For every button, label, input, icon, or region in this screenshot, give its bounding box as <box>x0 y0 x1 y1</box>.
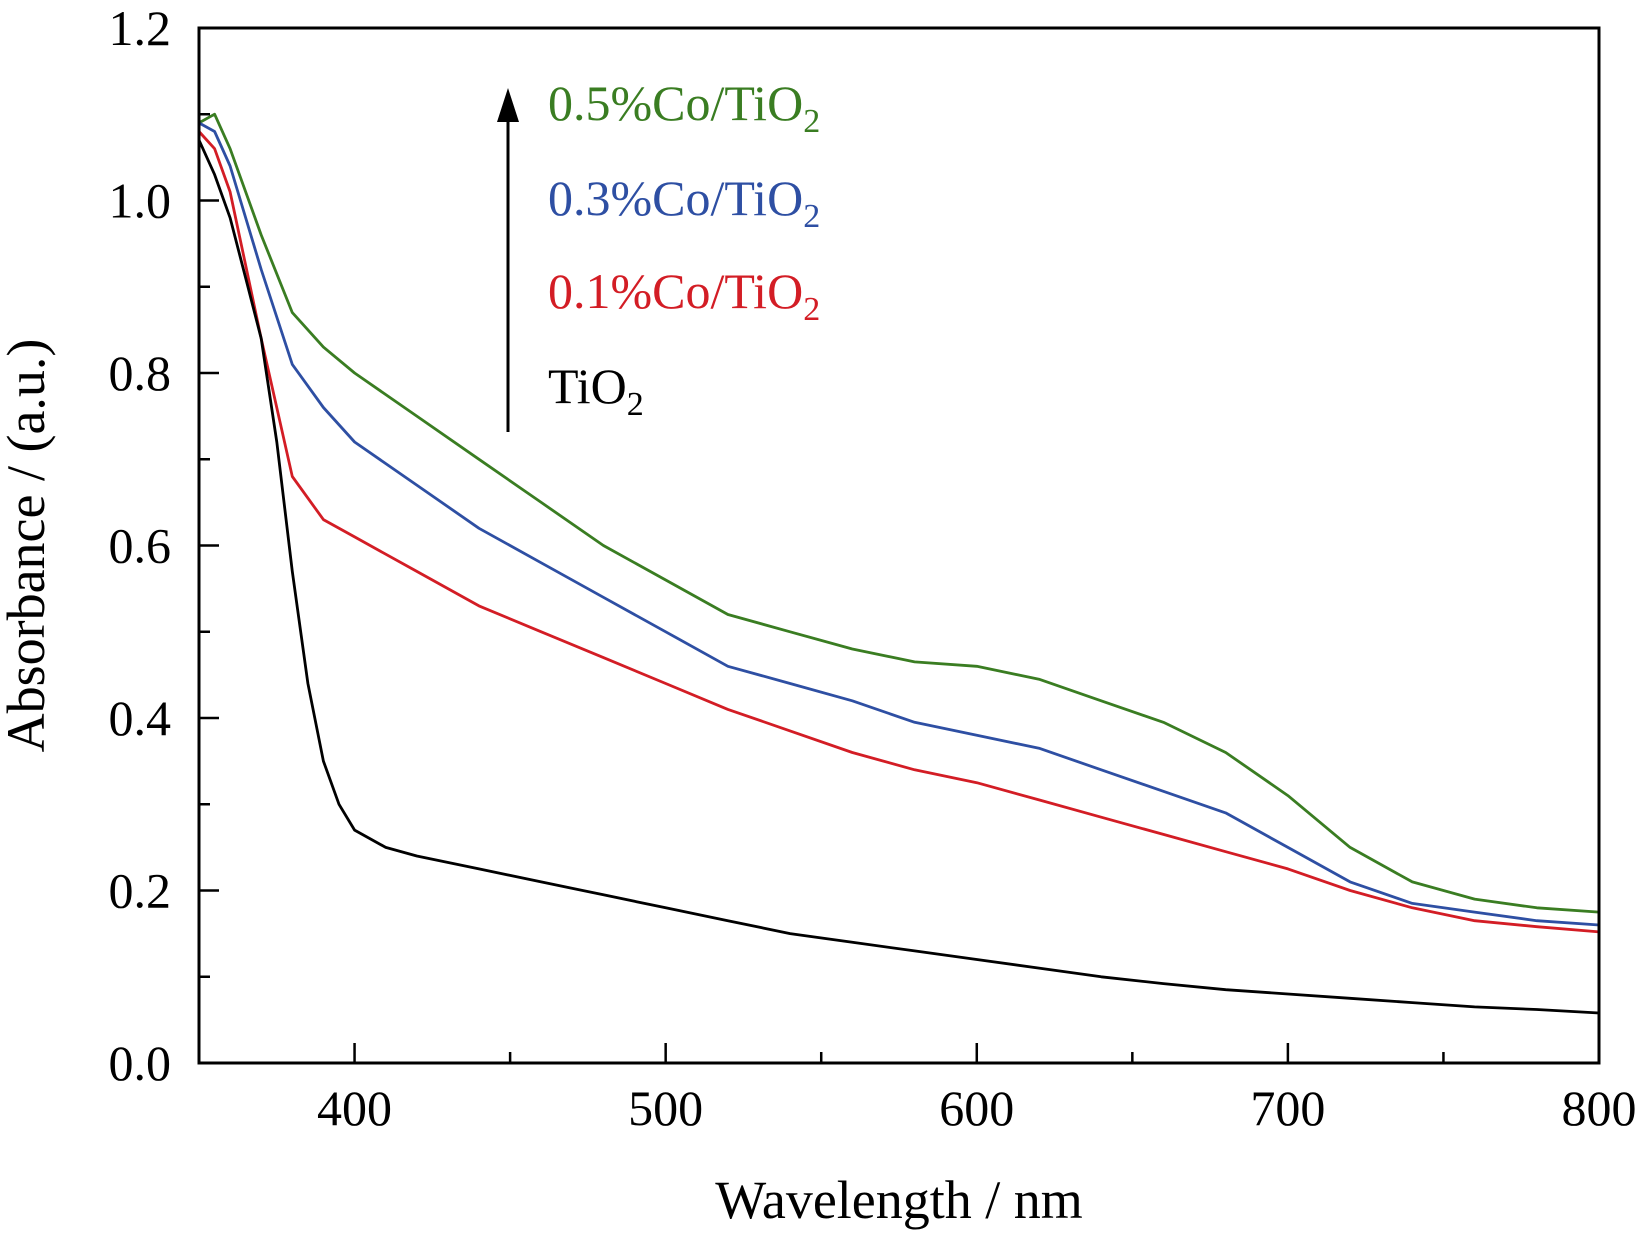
legend-entry-3: TiO2 <box>548 358 644 423</box>
series-line-1 <box>198 121 1600 927</box>
plot-frame <box>197 26 1601 1065</box>
x-tick-label: 800 <box>1562 1080 1637 1136</box>
x-tick-label: 600 <box>939 1080 1014 1136</box>
y-tick-label: 1.0 <box>109 173 172 229</box>
series-line-3 <box>197 139 1600 1015</box>
legend-entry-0: 0.5%Co/TiO2 <box>548 75 820 140</box>
x-tick-label: 700 <box>1250 1080 1325 1136</box>
legend-entry-1: 0.3%Co/TiO2 <box>548 170 820 235</box>
y-tick-label: 0.4 <box>109 690 172 746</box>
y-tick-label: 0.8 <box>109 345 172 401</box>
series-line-0 <box>198 112 1600 914</box>
axis-tick-labels: 400 500 600 700 800 0.0 0.2 0.4 0.6 0.8 1.0 1.2 <box>109 0 1637 1136</box>
legend: 0.5%Co/TiO2 0.3%Co/TiO2 0.1%Co/TiO2 TiO2 <box>548 75 820 423</box>
y-axis-title: Absorbance / (a.u.) <box>0 339 56 753</box>
y-tick-label: 0.2 <box>109 863 172 919</box>
y-tick-label: 0.6 <box>109 518 172 574</box>
x-axis-title: Wavelength / nm <box>715 1170 1083 1230</box>
x-tick-label: 400 <box>317 1080 392 1136</box>
legend-entry-2: 0.1%Co/TiO2 <box>548 263 820 328</box>
y-tick-label: 1.2 <box>109 0 172 56</box>
increase-arrow-icon <box>497 88 519 432</box>
series-lines <box>197 112 1600 1015</box>
series-line-2 <box>197 130 1600 934</box>
y-tick-label: 0.0 <box>109 1035 172 1091</box>
axis-ticks <box>197 26 1601 1065</box>
x-tick-label: 500 <box>628 1080 703 1136</box>
